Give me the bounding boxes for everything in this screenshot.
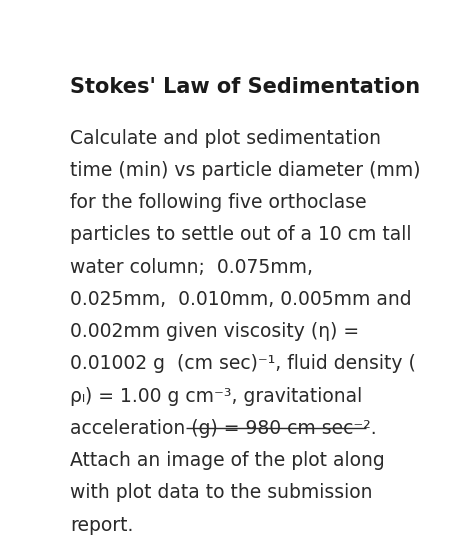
Text: particles to settle out of a 10 cm tall: particles to settle out of a 10 cm tall xyxy=(70,226,412,244)
Text: with plot data to the submission: with plot data to the submission xyxy=(70,483,373,502)
Text: acceleration (g) = 980 cm sec⁻².: acceleration (g) = 980 cm sec⁻². xyxy=(70,419,377,438)
Text: report.: report. xyxy=(70,516,134,534)
Text: time (min) vs particle diameter (mm): time (min) vs particle diameter (mm) xyxy=(70,161,421,180)
Text: Calculate and plot sedimentation: Calculate and plot sedimentation xyxy=(70,128,381,148)
Text: 0.025mm,  0.010mm, 0.005mm and: 0.025mm, 0.010mm, 0.005mm and xyxy=(70,290,412,309)
Text: Attach an image of the plot along: Attach an image of the plot along xyxy=(70,451,385,470)
Text: 0.01002 g  (cm sec)⁻¹, fluid density (: 0.01002 g (cm sec)⁻¹, fluid density ( xyxy=(70,354,416,373)
Text: ρₗ) = 1.00 g cm⁻³, gravitational: ρₗ) = 1.00 g cm⁻³, gravitational xyxy=(70,387,363,405)
Text: water column;  0.075mm,: water column; 0.075mm, xyxy=(70,258,313,277)
Text: 0.002mm given viscosity (η) =: 0.002mm given viscosity (η) = xyxy=(70,322,359,341)
Text: for the following five orthoclase: for the following five orthoclase xyxy=(70,193,367,212)
Text: Stokes' Law of Sedimentation: Stokes' Law of Sedimentation xyxy=(70,77,420,97)
